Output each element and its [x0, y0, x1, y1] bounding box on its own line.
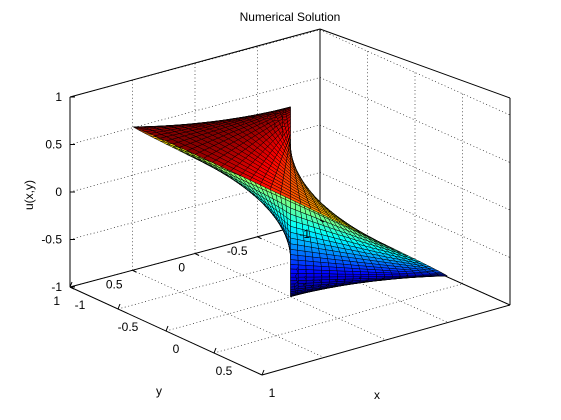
surface-patch [297, 255, 306, 262]
surface-patch [360, 271, 370, 275]
x-tick [117, 303, 121, 310]
surface-patch [421, 273, 432, 276]
surface-patch [329, 270, 338, 275]
x-tick [165, 325, 169, 332]
z-tick-label: 1 [55, 90, 62, 104]
y-axis-label: y [156, 384, 162, 398]
y-tick [257, 236, 262, 240]
surface-patch [321, 266, 330, 271]
z-tick-label: -1 [51, 280, 62, 294]
y-tick [132, 269, 137, 273]
surface-patch [329, 276, 338, 280]
surface-patch [305, 265, 315, 271]
x-gridline [213, 283, 463, 354]
surface-patch [313, 269, 323, 274]
surface-patch [290, 259, 299, 266]
y-tick-label: 1 [53, 294, 60, 308]
surface-patch [313, 273, 323, 278]
z-tick-label: -0.5 [41, 233, 62, 247]
surface-patch [344, 270, 354, 275]
surface-patch [345, 276, 354, 280]
x-tick [261, 369, 265, 376]
surface-patch [320, 262, 330, 268]
surface-patch [367, 269, 377, 273]
surface-patch [328, 266, 338, 272]
y-tick-label: -1 [299, 227, 310, 241]
surface-mesh [132, 106, 448, 298]
surface-patch [345, 273, 354, 278]
y-tick-label: -0.5 [227, 244, 248, 258]
surface-patch [337, 273, 346, 278]
chart-title: Numerical Solution [240, 10, 341, 24]
surface-patch [305, 260, 314, 267]
y-gridline [132, 269, 325, 358]
x-axis-label: x [374, 388, 380, 402]
surface-patch [337, 276, 346, 280]
surface-patch [329, 273, 338, 278]
surface-patch [298, 268, 307, 274]
x-tick [69, 281, 73, 288]
axis-ticks: -1-0.500.51-1-0.500.51-1-0.500.51 [41, 90, 325, 400]
z-tick-label: 0 [55, 185, 62, 199]
y-tick [69, 286, 75, 290]
y-tick [194, 253, 200, 256]
x-tick-label: 0.5 [216, 364, 233, 378]
surface-patch [297, 260, 307, 266]
surface-patch [298, 280, 307, 284]
x-tick-label: 0 [173, 342, 180, 356]
surface-patch [376, 276, 385, 279]
surface-patch [313, 276, 323, 281]
x-tick-label: -1 [75, 298, 86, 312]
surface-patch [352, 273, 362, 277]
surface-patch [297, 264, 307, 270]
surface-patch [336, 267, 346, 272]
surface-patch [290, 254, 299, 261]
surface-patch [437, 274, 448, 276]
z-tick-label: 0.5 [45, 138, 62, 152]
x-tick [213, 347, 217, 354]
y-tick-label: 0 [178, 261, 185, 275]
surface-patch [312, 261, 322, 267]
z-axis-label: u(x,y) [22, 180, 36, 210]
y-tick [319, 219, 325, 223]
x-tick-label: 1 [269, 386, 276, 400]
surface-patch [343, 267, 354, 272]
y-tick-label: 0.5 [106, 277, 123, 291]
surface-patch [313, 265, 322, 271]
surface-patch [305, 273, 315, 278]
x-tick-label: -0.5 [118, 320, 139, 334]
surface-patch [321, 276, 330, 281]
surface-patch [352, 271, 362, 275]
surface-patch [321, 269, 330, 275]
surface-patch [305, 269, 315, 274]
surface-patch [321, 273, 330, 278]
